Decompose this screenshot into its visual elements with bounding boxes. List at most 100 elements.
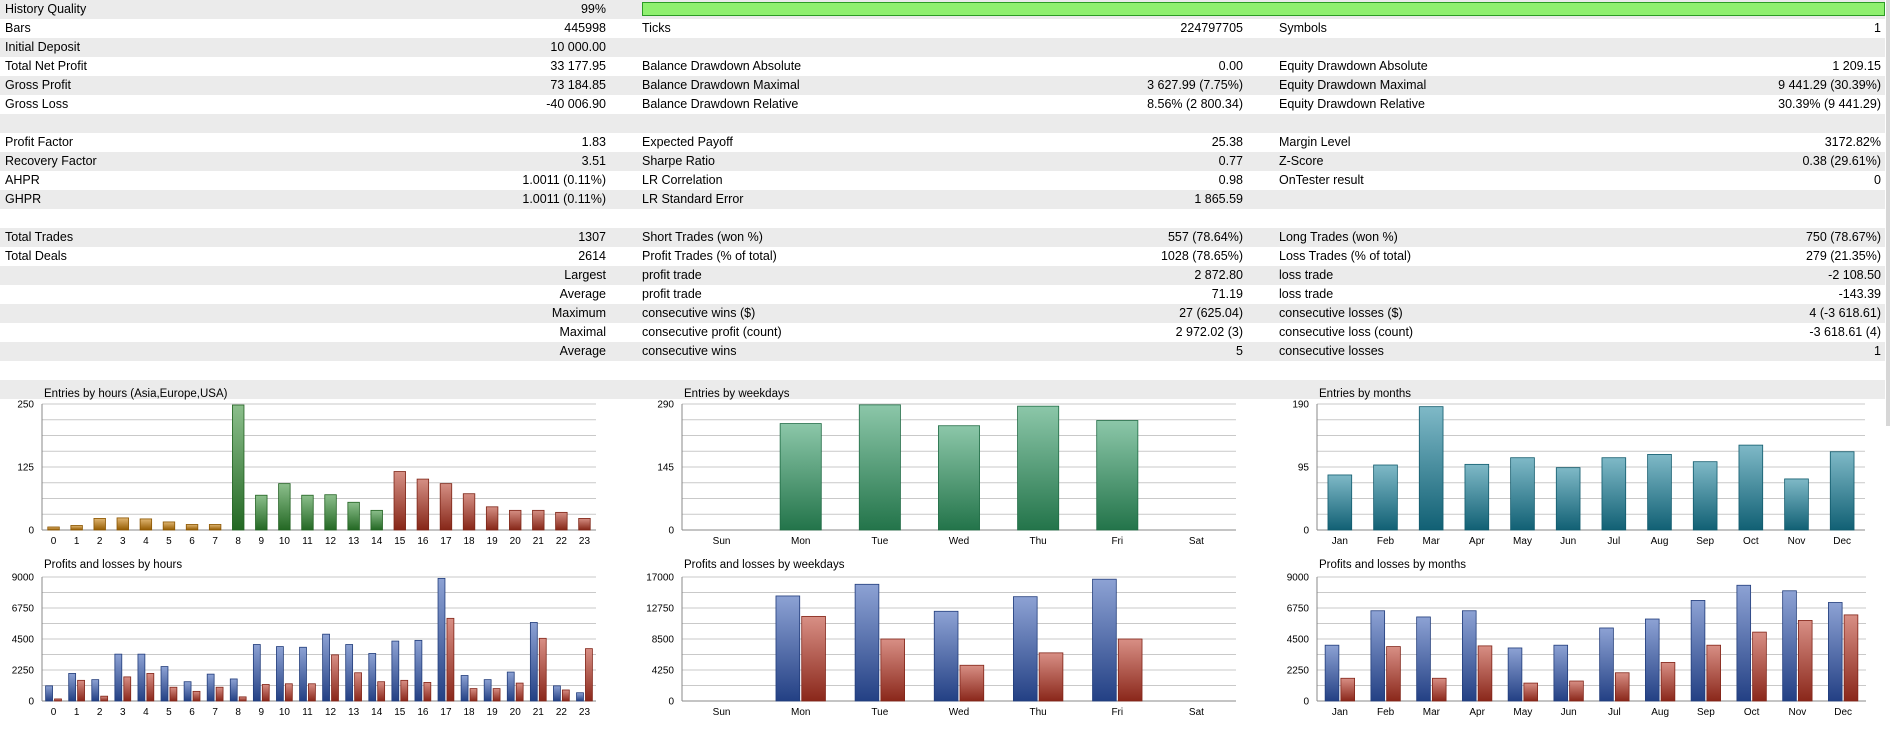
- x-tick-label: 6: [189, 536, 195, 547]
- bar: [1477, 645, 1493, 702]
- x-tick-label: 1: [74, 707, 80, 718]
- bar: [1599, 627, 1614, 702]
- bar: [1038, 652, 1064, 702]
- stats-row: Gross Loss -40 006.90 Balance Drawdown Rel…: [0, 95, 1885, 114]
- x-tick-label: Sat: [1189, 536, 1204, 547]
- x-tick-label: Jul: [1608, 707, 1621, 718]
- chart-title: Entries by months: [1319, 388, 1411, 400]
- stat-value: 1: [1874, 21, 1881, 35]
- bar: [462, 493, 476, 531]
- bar: [45, 685, 53, 702]
- bar: [1828, 602, 1843, 702]
- bar: [368, 653, 377, 702]
- bar: [255, 494, 268, 531]
- x-tick-label: Jan: [1332, 536, 1348, 547]
- stat-label: Equity Drawdown Relative: [1279, 97, 1425, 111]
- x-tick-label: 9: [259, 536, 265, 547]
- bar: [1461, 610, 1477, 702]
- x-tick-label: 18: [463, 707, 475, 718]
- y-tick-label: 0: [1303, 526, 1309, 537]
- stat-label: Total Deals: [5, 249, 67, 263]
- bar: [370, 509, 383, 531]
- stats-row: Gross Profit 73 184.85 Balance Drawdown Ma…: [0, 76, 1885, 95]
- bar: [414, 639, 423, 702]
- stat-value: Average: [559, 287, 606, 301]
- bar: [183, 681, 192, 702]
- x-tick-label: 6: [189, 707, 195, 718]
- bar: [137, 653, 146, 702]
- bar: [208, 524, 222, 531]
- stats-row: Initial Deposit 10 000.00: [0, 38, 1885, 57]
- bar: [1736, 584, 1752, 702]
- bar: [858, 404, 901, 531]
- stat-label: Short Trades (won %): [642, 230, 763, 244]
- x-tick-label: 3: [120, 707, 126, 718]
- stat-value: -143.39: [1838, 287, 1881, 301]
- stat-value: 750 (78.67%): [1805, 230, 1881, 244]
- x-tick-label: Mon: [791, 707, 810, 718]
- stats-row: GHPR 1.0011 (0.11%) LR Standard Error 1 865…: [0, 190, 1885, 209]
- y-tick-label: 0: [1303, 697, 1309, 708]
- bar: [284, 683, 293, 702]
- stat-label: OnTester result: [1279, 173, 1364, 187]
- bar: [938, 425, 980, 531]
- stat-value: 3172.82%: [1824, 135, 1881, 149]
- x-tick-label: Fri: [1111, 707, 1123, 718]
- bar: [1553, 644, 1569, 702]
- bar: [555, 511, 568, 531]
- x-tick-label: 13: [348, 536, 360, 547]
- stat-value: 73 184.85: [550, 78, 606, 92]
- bar: [232, 404, 245, 531]
- x-tick-label: Mon: [791, 536, 810, 547]
- x-tick-label: 14: [371, 707, 383, 718]
- stat-value: 33 177.95: [550, 59, 606, 73]
- bar: [1523, 682, 1539, 702]
- x-tick-label: 11: [302, 707, 313, 718]
- chart-profits-losses-by-hours: Profits and losses by hours0225045006750…: [12, 559, 596, 718]
- stats-row: [0, 380, 1885, 399]
- stat-label: consecutive wins ($): [642, 306, 756, 320]
- bar: [532, 509, 545, 531]
- stat-label: AHPR: [5, 173, 40, 187]
- bar: [347, 501, 360, 531]
- bar: [775, 595, 801, 702]
- x-tick-label: 4: [143, 536, 149, 547]
- x-tick-label: Sun: [713, 536, 731, 547]
- bar: [261, 684, 270, 702]
- bar: [1324, 644, 1340, 702]
- x-tick-label: 12: [325, 707, 337, 718]
- x-tick-label: 16: [417, 536, 429, 547]
- bar: [1784, 478, 1809, 531]
- stat-value: 1.83: [581, 135, 606, 149]
- bar: [423, 682, 432, 702]
- x-tick-label: 19: [487, 707, 499, 718]
- bar: [1660, 662, 1676, 702]
- y-tick-label: 9000: [1287, 573, 1310, 584]
- stat-label: consecutive loss (count): [1279, 325, 1414, 339]
- stats-row: Maximum consecutive wins ($) 27 (625.04) co…: [0, 304, 1885, 323]
- bar: [561, 689, 570, 702]
- bar: [485, 506, 499, 531]
- stat-label: loss trade: [1279, 287, 1334, 301]
- scrollbar[interactable]: [1886, 0, 1890, 426]
- bar: [460, 675, 469, 702]
- bar: [1614, 672, 1630, 702]
- bar: [215, 686, 224, 702]
- stats-row: AHPR 1.0011 (0.11%) LR Correlation 0.98 OnTe…: [0, 171, 1885, 190]
- bar: [393, 471, 406, 531]
- stat-label: [5, 285, 305, 304]
- chart-title: Profits and losses by weekdays: [684, 559, 845, 571]
- stat-value: 1028 (78.65%): [1160, 249, 1243, 263]
- stat-value: 1.0011 (0.11%): [522, 192, 606, 206]
- x-tick-label: 19: [487, 536, 499, 547]
- stat-label: Symbols: [1279, 21, 1327, 35]
- bar: [77, 679, 85, 702]
- bar: [1096, 420, 1139, 531]
- stat-value: 4 (-3 618.61): [1809, 306, 1881, 320]
- stat-value: 27 (625.04): [1179, 306, 1243, 320]
- stat-label: Balance Drawdown Relative: [642, 97, 799, 111]
- stat-label: [5, 342, 305, 361]
- stat-label: Sharpe Ratio: [642, 154, 715, 168]
- x-tick-label: 17: [440, 536, 452, 547]
- x-tick-label: 15: [394, 536, 406, 547]
